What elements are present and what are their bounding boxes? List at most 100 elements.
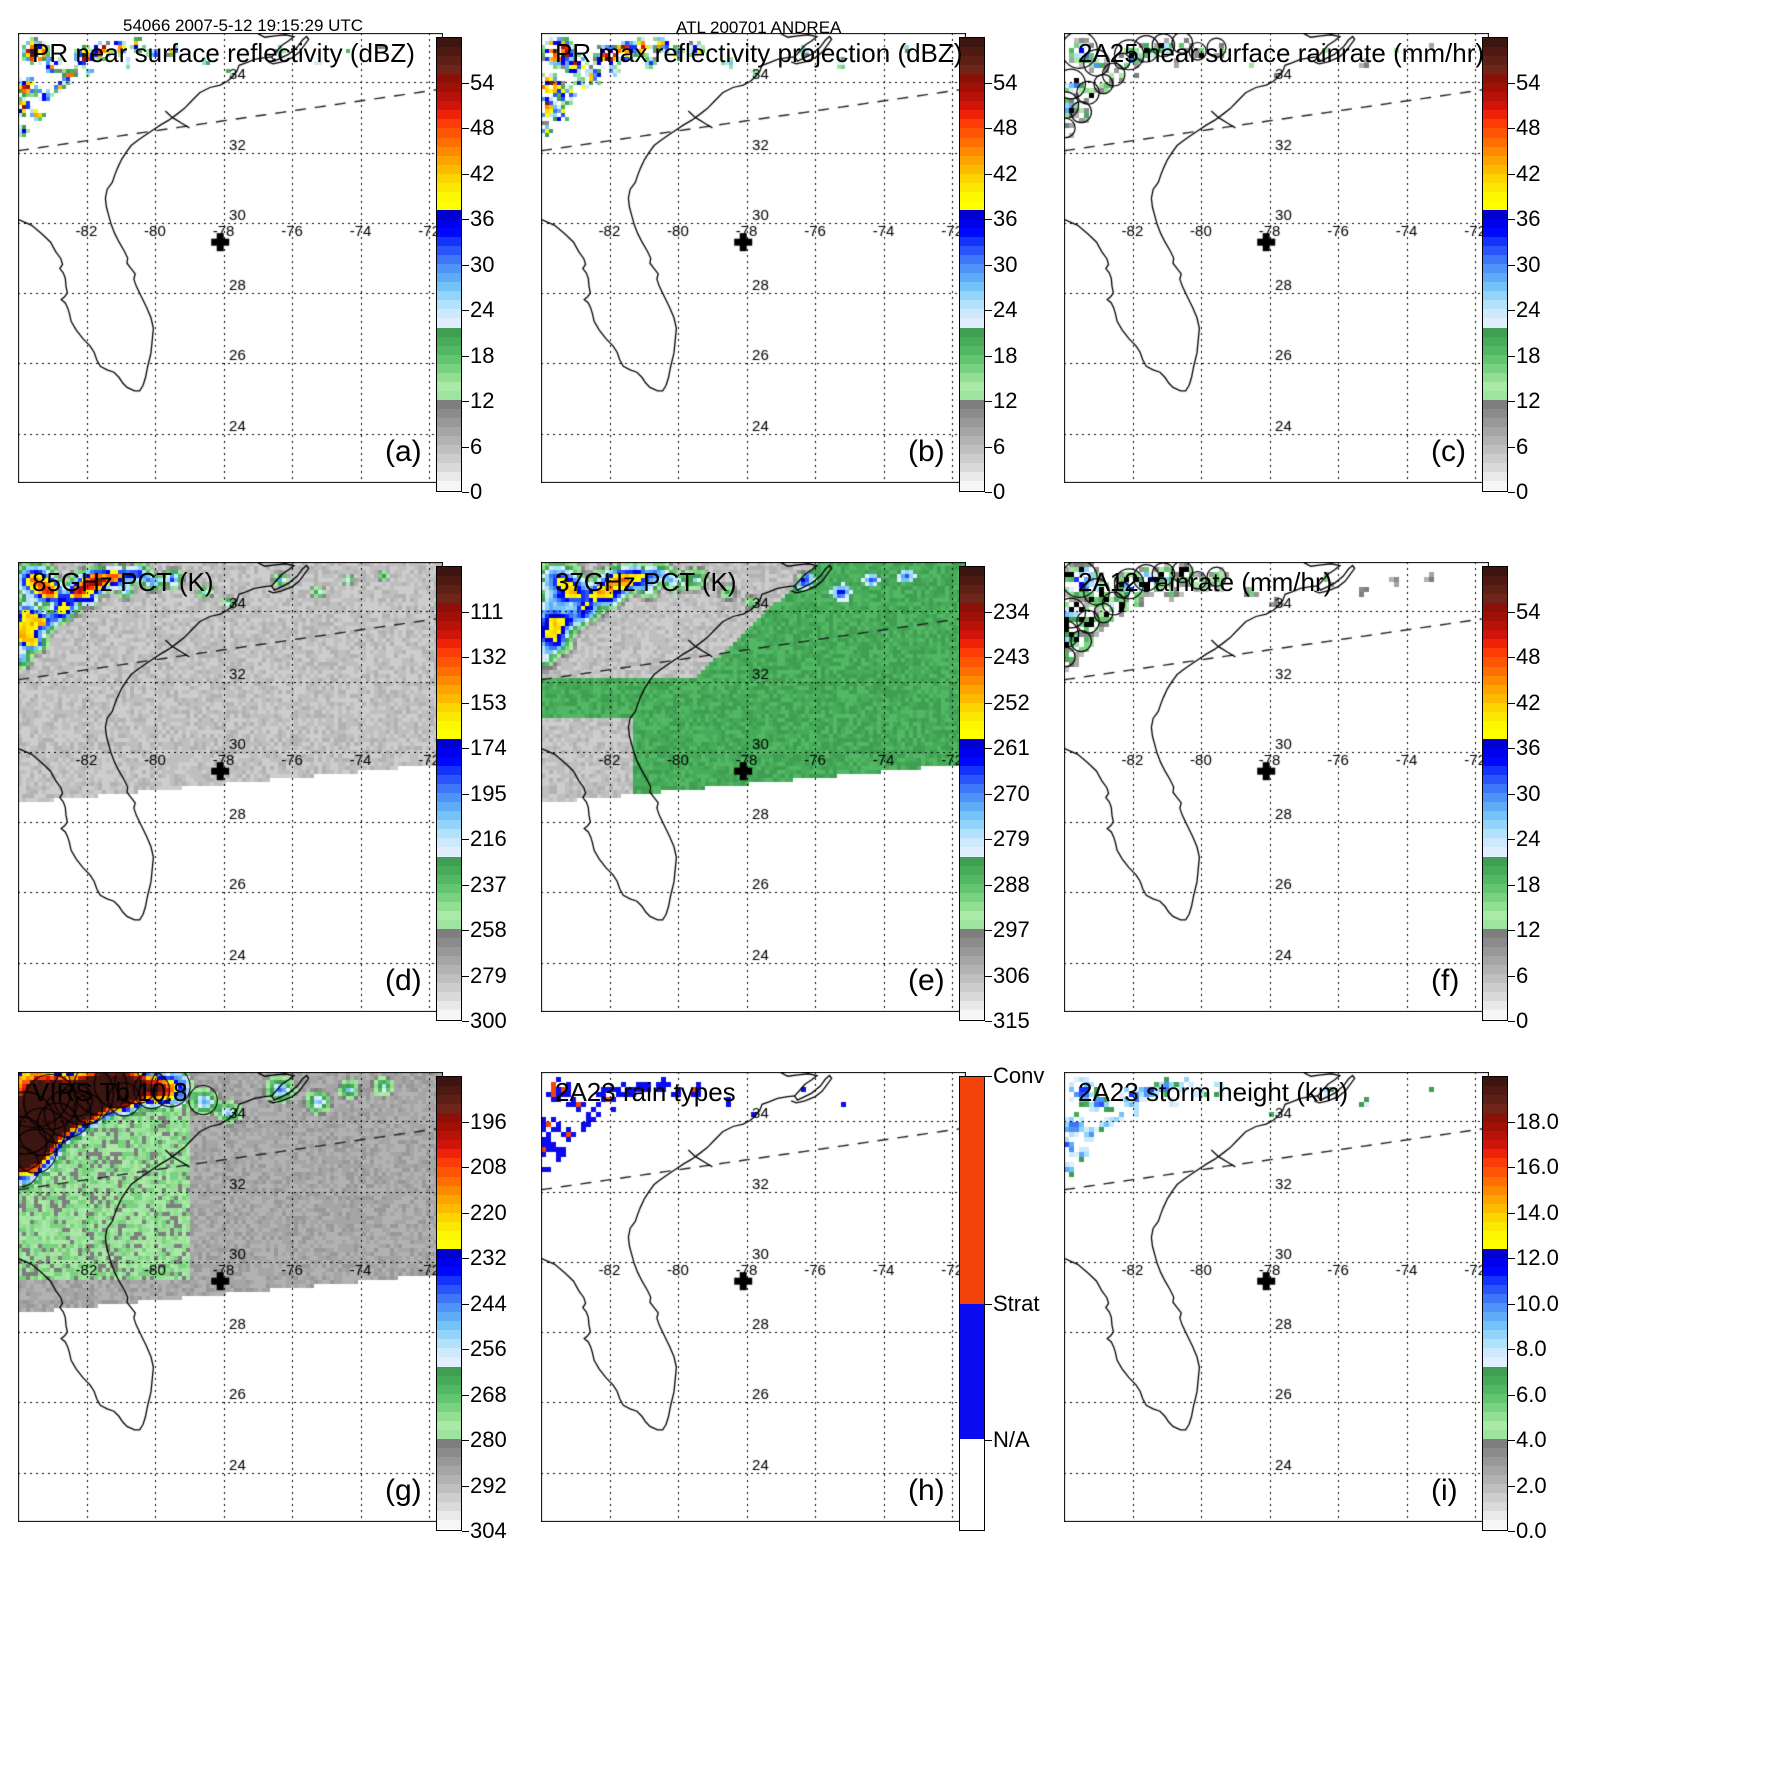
panel-b[interactable] xyxy=(541,33,966,483)
colorbar-tick-mark xyxy=(985,492,992,493)
colorbar-tick-label: 6 xyxy=(1516,962,1529,988)
colorbar-segment xyxy=(437,472,461,482)
colorbar-segment xyxy=(437,291,461,301)
colorbar-tick-label: 132 xyxy=(470,644,507,669)
colorbar-segment xyxy=(437,1212,461,1222)
colorbar-segment xyxy=(1483,1131,1507,1141)
colorbar-tick-label: 36 xyxy=(1516,206,1541,231)
colorbar-segment xyxy=(960,1303,984,1440)
colorbar-segment xyxy=(960,793,984,803)
colorbar-segment xyxy=(1483,47,1507,57)
colorbar-segment xyxy=(437,1402,461,1412)
colorbar-segment xyxy=(437,1384,461,1394)
colorbar-segment xyxy=(1483,992,1507,1002)
colorbar-segment xyxy=(960,399,984,409)
colorbar-tick-mark xyxy=(1508,1021,1515,1022)
colorbar-segment xyxy=(437,720,461,730)
colorbar-tick-mark xyxy=(1508,401,1515,402)
colorbar-tick-label: 30 xyxy=(1516,251,1541,277)
colorbar-segment xyxy=(437,318,461,328)
colorbar-segment xyxy=(960,576,984,586)
colorbar-segment xyxy=(960,829,984,839)
colorbar-segment xyxy=(960,956,984,966)
colorbar-segment xyxy=(1483,65,1507,75)
panel-g[interactable] xyxy=(18,1072,443,1522)
colorbar-tick-label: 0 xyxy=(1516,479,1529,504)
colorbar-tick-mark xyxy=(1508,447,1515,448)
panel-label-g: (g) xyxy=(385,1474,422,1507)
colorbar-segment xyxy=(437,1158,461,1168)
panel-i[interactable] xyxy=(1064,1072,1489,1522)
colorbar-segment xyxy=(960,372,984,382)
colorbar-segment xyxy=(960,847,984,857)
colorbar-segment xyxy=(1483,445,1507,455)
colorbar-tick-label: 0 xyxy=(1516,1008,1529,1033)
colorbar-tick-label: 18 xyxy=(993,342,1018,368)
colorbar-tick-label: 268 xyxy=(470,1381,507,1407)
colorbar-segment xyxy=(1483,146,1507,156)
colorbar-tick-label: 30 xyxy=(993,251,1018,277)
colorbar-segment xyxy=(437,937,461,947)
colorbar-segment xyxy=(1483,38,1507,48)
colorbar-tick-mark xyxy=(462,703,469,704)
colorbar-segment xyxy=(437,729,461,739)
colorbar-segment xyxy=(437,811,461,821)
colorbar-segment xyxy=(1483,155,1507,165)
colorbar-segment xyxy=(1483,264,1507,274)
colorbar-segment xyxy=(960,101,984,111)
colorbar-segment xyxy=(1483,128,1507,138)
colorbar-segment xyxy=(1483,1185,1507,1195)
colorbar-d xyxy=(436,566,462,1021)
colorbar-segment xyxy=(437,965,461,975)
colorbar-segment xyxy=(437,756,461,767)
colorbar-tick-label: 261 xyxy=(993,735,1030,760)
colorbar-segment xyxy=(1483,956,1507,966)
colorbar-segment xyxy=(1483,1010,1507,1020)
colorbar-tick-mark xyxy=(1508,1395,1515,1396)
colorbar-segment xyxy=(437,237,461,247)
colorbar-tick-label: 6 xyxy=(470,433,483,459)
colorbar-segment xyxy=(1483,1456,1507,1467)
colorbar-tick-mark xyxy=(1508,612,1515,613)
colorbar-segment xyxy=(1483,1475,1507,1485)
panel-h[interactable] xyxy=(541,1072,966,1522)
colorbar-tick-mark xyxy=(1508,1213,1515,1214)
colorbar-segment xyxy=(1483,603,1507,613)
colorbar-segment xyxy=(960,128,984,138)
colorbar-segment xyxy=(1483,1493,1507,1503)
colorbar-segment xyxy=(437,874,461,884)
colorbar-segment xyxy=(437,919,461,929)
colorbar-tick-label: 42 xyxy=(1516,160,1541,186)
colorbar-tick-mark xyxy=(985,128,992,129)
colorbar-segment xyxy=(1483,1366,1507,1376)
panel-e[interactable] xyxy=(541,562,966,1012)
colorbar-segment xyxy=(1483,74,1507,84)
colorbar-segment xyxy=(1483,1122,1507,1132)
colorbar-segment xyxy=(1483,693,1507,703)
colorbar-tick-mark xyxy=(985,976,992,977)
panel-f[interactable] xyxy=(1064,562,1489,1012)
colorbar-tick-label: 232 xyxy=(470,1245,507,1270)
colorbar-segment xyxy=(960,684,984,694)
colorbar-segment xyxy=(1483,345,1507,355)
colorbar-segment xyxy=(437,1475,461,1485)
colorbar-segment xyxy=(960,427,984,437)
colorbar-tick-mark xyxy=(462,794,469,795)
colorbar-segment xyxy=(437,892,461,902)
colorbar-segment xyxy=(437,1104,461,1114)
panel-d[interactable] xyxy=(18,562,443,1012)
colorbar-segment xyxy=(1483,612,1507,622)
panel-a[interactable] xyxy=(18,33,443,483)
colorbar-segment xyxy=(1483,1511,1507,1521)
colorbar-tick-label: 220 xyxy=(470,1199,507,1225)
colorbar-tick-mark xyxy=(1508,794,1515,795)
map-plot-f xyxy=(1064,562,1489,1012)
colorbar-segment xyxy=(960,327,984,337)
colorbar-tick-mark xyxy=(462,1349,469,1350)
colorbar-segment xyxy=(1483,372,1507,382)
colorbar-segment xyxy=(1483,417,1507,428)
colorbar-segment xyxy=(437,309,461,319)
colorbar-segment xyxy=(437,992,461,1002)
panel-c[interactable] xyxy=(1064,33,1489,483)
colorbar-tick-mark xyxy=(985,1304,992,1305)
